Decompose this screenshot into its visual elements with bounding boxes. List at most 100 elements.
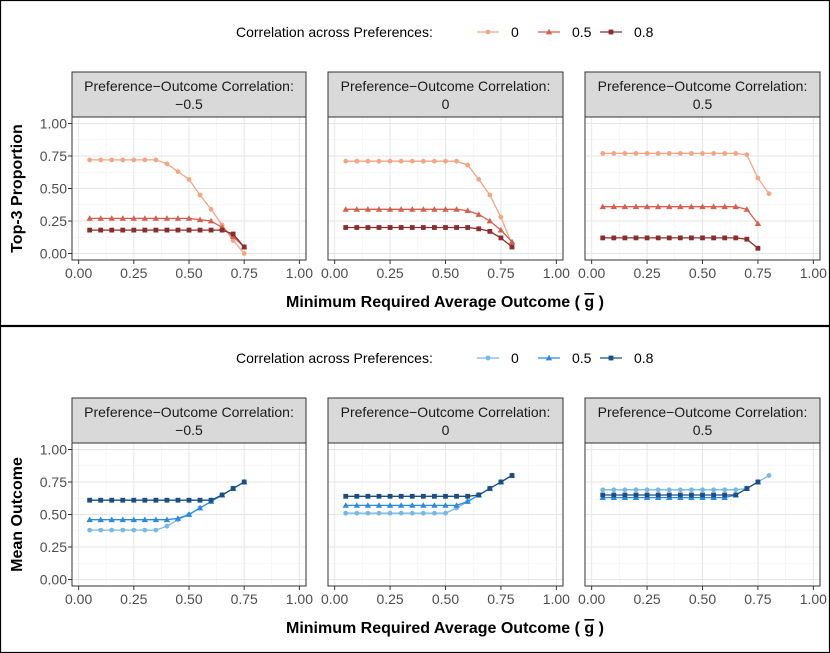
y-tick-label-0: 0.00 (40, 246, 67, 262)
data-point (108, 516, 115, 523)
x-axis-title-close: ) (594, 620, 604, 637)
data-point (689, 492, 694, 498)
panel-border (327, 116, 564, 261)
data-point (689, 235, 694, 241)
data-point (443, 158, 448, 164)
data-point (197, 497, 203, 503)
data-point (766, 473, 772, 478)
data-point (431, 206, 438, 212)
data-point (744, 236, 750, 242)
data-point (722, 151, 728, 156)
data-point (131, 497, 137, 503)
data-point (464, 498, 471, 504)
y-axis-title: Mean Outcome (9, 457, 26, 572)
data-point (497, 226, 505, 233)
data-point (175, 169, 181, 175)
data-point (354, 493, 360, 499)
x-tick-label-2: 0.50 (432, 265, 459, 281)
data-point (498, 235, 504, 241)
data-point (185, 215, 193, 221)
data-point (120, 157, 126, 163)
x-tick-label-3: 0.75 (744, 265, 771, 281)
legend-label-2: 0.8 (634, 350, 654, 366)
y-tick-label-4: 1.00 (40, 116, 67, 132)
data-point (196, 504, 204, 511)
x-tick-label-1: 0.25 (120, 591, 147, 607)
data-point (354, 225, 360, 230)
data-point (153, 497, 159, 503)
data-point (432, 493, 437, 499)
data-point (87, 157, 93, 163)
data-point (420, 502, 427, 508)
data-point (611, 487, 617, 493)
data-point (376, 225, 382, 230)
data-point (454, 158, 459, 164)
data-point (733, 487, 739, 493)
data-point (465, 162, 471, 168)
legend: Correlation across Preferences: 0 0.5 0.8 (236, 24, 654, 40)
data-point (97, 516, 104, 523)
data-point (375, 502, 383, 508)
data-point (766, 191, 772, 197)
panel-strip-line2: −0.5 (175, 96, 203, 112)
x-tick-label-0: 0.00 (65, 591, 92, 607)
top-chart: Correlation across Preferences: 0 0.5 0.8 To… (9, 24, 827, 311)
data-point (120, 527, 126, 533)
panel-strip (71, 397, 307, 444)
data-point (611, 492, 617, 498)
data-point (163, 215, 171, 221)
data-point (354, 510, 360, 516)
panel-strip-line2: 0.5 (693, 422, 713, 438)
data-point (700, 151, 705, 156)
data-point (375, 206, 383, 212)
data-point (387, 225, 393, 230)
panel-strip-line2: −0.5 (175, 422, 203, 438)
x-tick-label-4: 1.00 (543, 591, 570, 607)
data-point (365, 158, 371, 164)
data-point (600, 487, 606, 493)
data-point (163, 516, 171, 523)
data-point (186, 227, 192, 233)
data-point (689, 487, 694, 493)
legend-label-0: 0 (511, 24, 519, 40)
data-point (109, 227, 115, 233)
data-point (733, 235, 739, 241)
x-tick-label-2: 0.50 (175, 591, 202, 607)
data-point (365, 225, 371, 230)
data-point (722, 492, 728, 498)
data-point (398, 225, 404, 230)
data-point (152, 215, 160, 221)
x-axis-title: Minimum Required Average Outcome ( g ) (286, 294, 604, 311)
data-point (755, 245, 761, 251)
data-point (409, 158, 415, 164)
data-point (644, 487, 650, 493)
data-point (343, 493, 349, 499)
data-point (711, 492, 716, 498)
panel-strip (584, 71, 821, 118)
data-point (700, 487, 705, 493)
data-point (387, 510, 393, 516)
data-point (733, 151, 739, 156)
x-tick-label-0: 0.00 (65, 265, 92, 281)
data-point (153, 157, 159, 163)
x-tick-label-2: 0.50 (689, 265, 716, 281)
data-point (142, 527, 148, 533)
panel-0: Preference−Outcome Correlation: −0.5 0.00 0… (65, 71, 313, 281)
data-point (342, 502, 349, 508)
panel-strip-line1: Preference−Outcome Correlation: (598, 404, 808, 420)
data-point (130, 215, 138, 221)
x-tick-label-0: 0.00 (321, 265, 348, 281)
data-point (365, 493, 371, 499)
panel-border (584, 116, 821, 261)
data-point (142, 227, 148, 233)
data-point (241, 251, 247, 256)
x-tick-label-4: 1.00 (800, 591, 827, 607)
data-point (666, 487, 672, 493)
data-point (120, 227, 126, 233)
data-point (677, 492, 683, 498)
series-line-0 (602, 152, 770, 195)
data-point (420, 225, 426, 230)
data-point (711, 235, 716, 241)
data-point (409, 225, 415, 230)
data-point (142, 157, 148, 163)
